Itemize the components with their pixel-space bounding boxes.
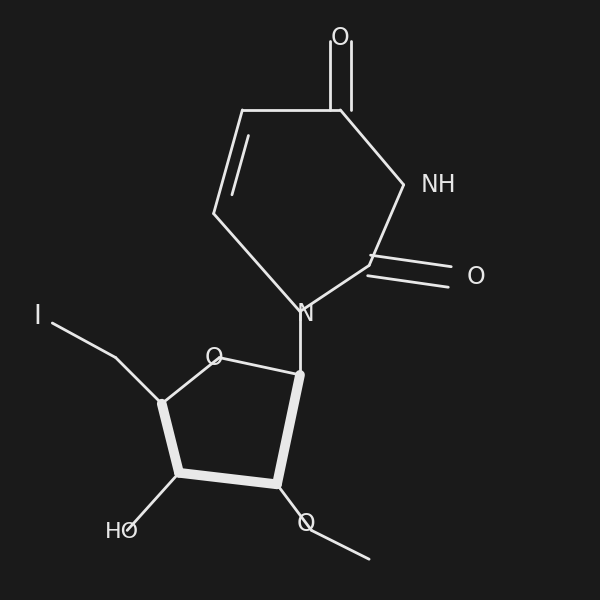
Text: O: O bbox=[204, 346, 223, 370]
Text: O: O bbox=[296, 512, 315, 536]
Text: HO: HO bbox=[104, 522, 139, 542]
Text: N: N bbox=[297, 302, 314, 326]
Text: I: I bbox=[33, 304, 41, 330]
Text: O: O bbox=[331, 26, 350, 50]
Text: NH: NH bbox=[421, 173, 457, 197]
Text: O: O bbox=[467, 265, 486, 289]
